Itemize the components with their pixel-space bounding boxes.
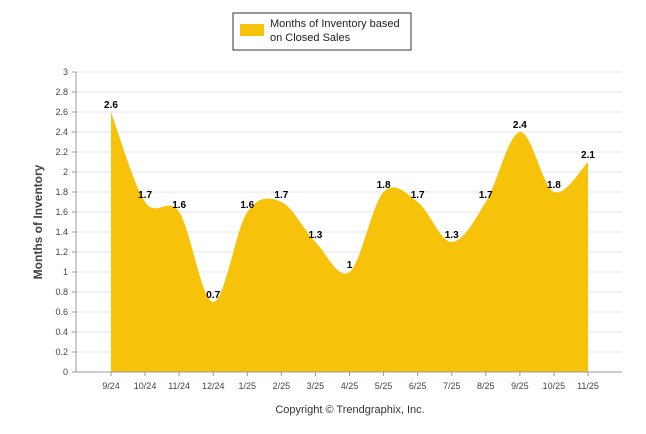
legend-swatch — [240, 24, 264, 36]
y-tick-label: 2.4 — [55, 127, 68, 137]
x-tick-label: 2/25 — [273, 381, 291, 391]
x-tick-label: 4/25 — [341, 381, 359, 391]
area-series-path — [111, 112, 588, 372]
legend-label-line2: on Closed Sales — [270, 32, 351, 44]
y-tick-label: 1.2 — [55, 247, 68, 257]
y-tick-label: 2 — [63, 167, 68, 177]
y-tick-label: 0.6 — [55, 307, 68, 317]
y-tick-label: 1.8 — [55, 187, 68, 197]
data-label: 1.3 — [445, 230, 459, 241]
x-tick-label: 10/25 — [543, 381, 566, 391]
x-tick-label: 11/25 — [577, 381, 599, 391]
legend-label-line1: Months of Inventory based — [270, 18, 400, 30]
y-tick-label: 1 — [63, 267, 68, 277]
x-tick-label: 5/25 — [375, 381, 393, 391]
x-tick-label: 6/25 — [409, 381, 427, 391]
y-axis-label: Months of Inventory — [31, 164, 45, 279]
y-tick-label: 2.6 — [55, 107, 68, 117]
data-label: 0.7 — [206, 290, 220, 301]
legend: Months of Inventory based on Closed Sale… — [232, 12, 412, 51]
data-label: 1.7 — [479, 190, 493, 201]
x-tick-label: 1/25 — [239, 381, 257, 391]
y-tick-label: 0 — [63, 367, 68, 377]
y-tick-label: 1.4 — [55, 227, 68, 237]
y-tick-label: 0.8 — [55, 287, 68, 297]
x-tick-label: 7/25 — [443, 381, 461, 391]
area-series — [111, 112, 588, 372]
y-tick-label: 2.2 — [55, 147, 68, 157]
x-tick-label: 9/24 — [102, 381, 120, 391]
data-label: 2.4 — [513, 120, 527, 131]
y-tick-label: 0.2 — [55, 347, 68, 357]
data-label: 2.6 — [104, 100, 118, 111]
y-tick-labels: 0 0.2 0.4 0.6 0.8 1 1.2 1.4 1.6 1.8 2 2.2 2.4 2.6 2.8 3 — [55, 67, 76, 377]
y-tick-label: 3 — [63, 67, 68, 77]
data-label: 1.7 — [138, 190, 152, 201]
y-tick-label: 1.6 — [55, 207, 68, 217]
data-label: 1.6 — [172, 200, 186, 211]
y-tick-label: 2.8 — [55, 87, 68, 97]
data-label: 2.1 — [581, 150, 595, 161]
data-label: 1.3 — [308, 230, 322, 241]
copyright-text: Copyright © Trendgraphix, Inc. — [275, 404, 424, 416]
x-tick-label: 10/24 — [134, 381, 157, 391]
y-tick-label: 0.4 — [55, 327, 68, 337]
x-tick-label: 9/25 — [511, 381, 529, 391]
x-tick-label: 12/24 — [202, 381, 225, 391]
data-label: 1.7 — [274, 190, 288, 201]
data-label: 1.8 — [377, 180, 391, 191]
data-label: 1 — [347, 260, 353, 271]
data-label: 1.8 — [547, 180, 561, 191]
x-tick-label: 8/25 — [477, 381, 495, 391]
data-label: 1.6 — [240, 200, 254, 211]
x-tick-label: 3/25 — [307, 381, 325, 391]
x-tick-labels: 9/24 10/24 11/24 12/24 1/25 2/25 3/25 4/25 5/25 6… — [102, 372, 599, 391]
x-tick-label: 11/24 — [168, 381, 190, 391]
data-label: 1.7 — [411, 190, 425, 201]
data-labels: 2.6 1.7 1.6 0.7 1.6 1.7 1.3 1 1.8 1.7 1.3 1.7 2.4 1.8… — [104, 100, 595, 301]
